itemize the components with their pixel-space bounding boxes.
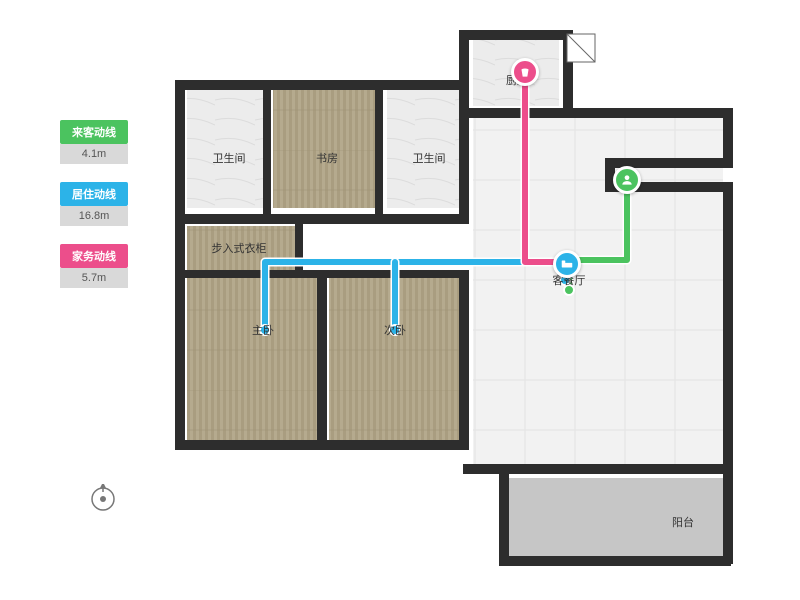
floorplan-container: 厨房卫生间书房卫生间步入式衣柜主卧次卧客餐厅阳台 [175,30,735,570]
legend-panel: 来客动线 4.1m 居住动线 16.8m 家务动线 5.7m [60,120,128,306]
wall-segment [459,108,729,118]
wall-segment [499,464,509,564]
wall-segment [175,80,185,450]
room-label-study: 书房 [316,150,338,166]
wall-segment [375,80,383,214]
wall-segment [723,182,733,472]
wall-segment [499,556,731,566]
room-label-master: 主卧 [252,322,274,338]
legend-value-housework: 5.7m [60,268,128,288]
wall-segment [175,270,321,278]
floorplan-svg [175,30,735,570]
legend-item-living: 居住动线 16.8m [60,182,128,226]
legend-value-living: 16.8m [60,206,128,226]
room-label-second: 次卧 [384,322,406,338]
legend-label-living: 居住动线 [60,182,128,206]
wall-segment [317,270,327,450]
legend-label-guest: 来客动线 [60,120,128,144]
wall-segment [263,80,271,214]
room-label-balcony: 阳台 [672,514,694,530]
room-label-bath2: 卫生间 [413,150,446,166]
room-bath1 [187,90,263,208]
room-label-closet: 步入式衣柜 [212,240,267,256]
legend-label-housework: 家务动线 [60,244,128,268]
room-master [187,276,317,440]
legend-item-guest: 来客动线 4.1m [60,120,128,164]
legend-item-housework: 家务动线 5.7m [60,244,128,288]
wall-segment [459,270,469,450]
room-study [273,90,375,208]
wall-segment [459,30,469,118]
room-label-bath1: 卫生间 [213,150,246,166]
pin-living [553,250,581,278]
wall-segment [175,80,469,90]
wall-segment [459,30,571,40]
room-living [473,116,723,470]
legend-value-guest: 4.1m [60,144,128,164]
compass-icon [88,484,118,514]
wall-segment [723,464,733,564]
room-bath2 [387,90,459,208]
wall-segment [175,214,469,224]
pin-guest [613,166,641,194]
pin-housework [511,58,539,86]
